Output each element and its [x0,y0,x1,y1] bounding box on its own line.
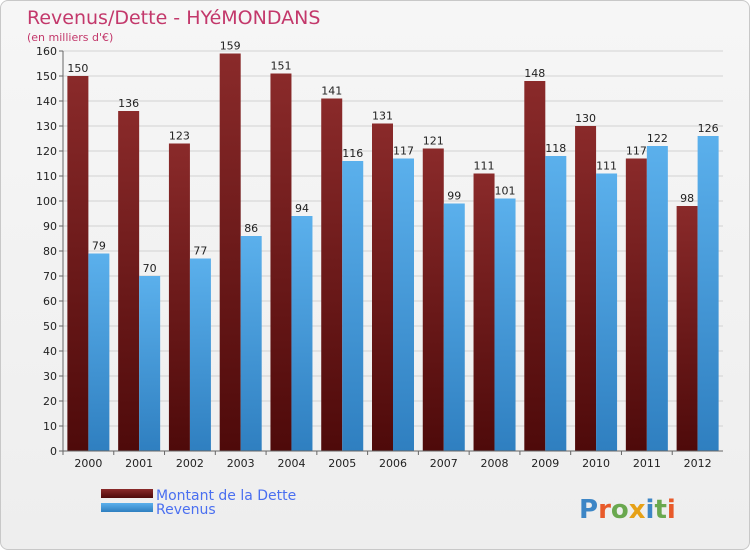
bar-debt [372,123,393,451]
y-tick-label: 160 [36,45,57,58]
data-label-revenue: 122 [647,132,668,145]
x-axis-ticks: 2000 2001 2002 2003 2004 2005 2006 2007 2008 2009… [62,451,712,470]
data-label-debt: 150 [67,62,88,75]
data-label-debt: 148 [524,67,545,80]
bar-revenue [697,136,719,451]
data-label-revenue: 118 [545,142,566,155]
data-label-revenue: 116 [342,147,363,160]
data-label-debt: 121 [423,135,444,148]
data-label-revenue: 79 [92,240,106,253]
x-tick-label: 2001 [125,457,153,470]
data-label-revenue: 77 [193,245,207,258]
y-tick-label: 40 [43,345,57,358]
bar-debt [473,173,495,451]
data-label-debt: 131 [372,110,393,123]
bar-debt [67,76,89,451]
legend-swatch-revenue [101,503,153,512]
y-tick-label: 120 [36,145,57,158]
chart-subtitle: (en milliers d'€) [27,31,113,44]
data-label-debt: 136 [118,97,139,110]
proxiti-logo: Proxiti [579,495,676,525]
bar-debt [270,73,292,451]
bar-debt [575,126,597,451]
data-label-debt: 111 [474,160,495,173]
x-tick-label: 2012 [684,457,712,470]
data-label-debt: 141 [321,85,342,98]
bar-debt [625,158,647,451]
data-label-debt: 123 [169,130,190,143]
bar-debt [219,53,241,451]
bar-revenue [494,198,516,451]
y-tick-label: 60 [43,295,57,308]
bar-revenue [342,161,364,451]
data-label-debt: 98 [680,192,694,205]
svg-text:Proxiti: Proxiti [579,495,676,525]
bar-debt [676,206,698,451]
legend-label-debt: Montant de la Dette [156,488,296,504]
data-label-debt: 117 [626,145,647,158]
bar-debt [524,81,546,451]
data-label-revenue: 111 [596,160,617,173]
x-tick-label: 2010 [582,457,610,470]
legend-label-revenue: Revenus [156,502,216,518]
bar-debt [168,143,190,451]
legend: Montant de la Dette Revenus [101,488,296,518]
data-label-revenue: 126 [698,122,719,135]
y-tick-label: 0 [50,445,57,458]
x-tick-label: 2002 [176,457,204,470]
x-tick-label: 2006 [379,457,407,470]
bar-debt [422,148,444,451]
bar-revenue [545,156,567,451]
x-tick-label: 2011 [633,457,661,470]
bar-revenue [240,236,262,451]
x-tick-label: 2004 [277,457,305,470]
y-tick-label: 140 [36,95,57,108]
y-tick-label: 130 [36,120,57,133]
x-tick-label: 2008 [481,457,509,470]
legend-swatch-debt [101,489,153,498]
bar-revenue [596,173,618,451]
y-tick-label: 80 [43,245,57,258]
bar-revenue [443,203,465,451]
y-tick-label: 10 [43,420,57,433]
x-tick-label: 2003 [227,457,255,470]
data-label-revenue: 117 [393,145,414,158]
chart-title: Revenus/Dette - HYéMONDANS [27,7,320,29]
x-tick-label: 2007 [430,457,458,470]
bar-revenue [393,158,414,451]
y-tick-label: 50 [43,320,57,333]
bar-revenue [291,216,313,451]
y-tick-label: 20 [43,395,57,408]
y-tick-label: 100 [36,195,57,208]
bar-debt [321,98,343,451]
y-tick-label: 150 [36,70,57,83]
y-axis-ticks: 0 10 20 30 40 50 60 70 80 90 100 110 120 130 140 150 160 [36,45,63,458]
x-tick-label: 2005 [328,457,356,470]
data-label-debt: 159 [220,40,241,53]
bar-debt [118,111,140,451]
data-label-debt: 151 [270,60,291,73]
y-tick-label: 70 [43,270,57,283]
bar-revenue [189,258,211,451]
data-label-revenue: 86 [244,222,258,235]
bar-revenue [139,276,161,451]
data-label-revenue: 70 [143,262,157,275]
x-tick-label: 2000 [74,457,102,470]
bars-layer: 150 79 136 70 123 77 159 86 151 94 141 116 131 117 121… [67,40,719,451]
x-tick-label: 2009 [531,457,559,470]
data-label-revenue: 94 [295,202,309,215]
data-label-revenue: 99 [447,190,461,203]
data-label-debt: 130 [575,112,596,125]
y-tick-label: 90 [43,220,57,233]
y-tick-label: 110 [36,170,57,183]
y-tick-label: 30 [43,370,57,383]
data-label-revenue: 101 [495,185,516,198]
bar-revenue [646,146,668,451]
bar-revenue [88,253,110,451]
